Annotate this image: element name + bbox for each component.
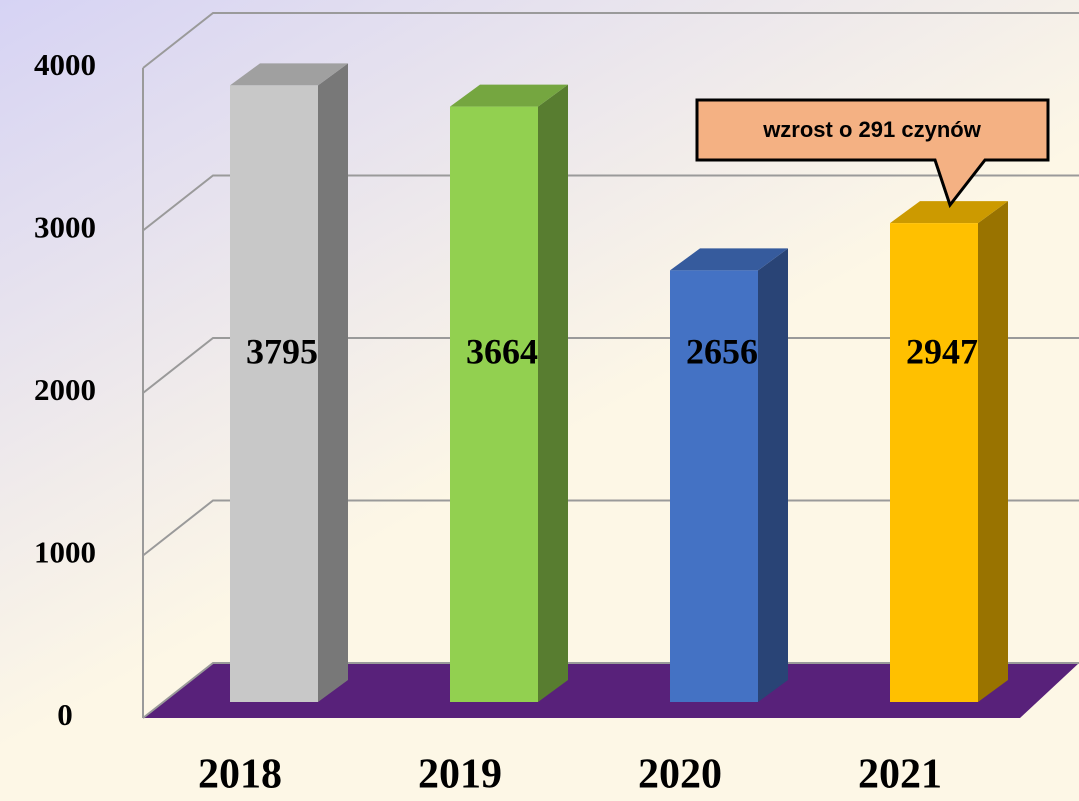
callout-box	[695, 98, 1050, 209]
y-tick-label: 0	[57, 697, 73, 732]
x-tick-label: 2021	[858, 752, 942, 798]
callout: wzrost o 291 czynów	[695, 98, 1050, 209]
grid-line	[142, 12, 1079, 69]
bar-side	[978, 201, 1008, 703]
x-tick-label: 2019	[418, 752, 502, 798]
value-label: 3664	[466, 331, 538, 371]
y-tick-label: 3000	[34, 210, 96, 245]
bar	[230, 85, 318, 702]
bar-top	[670, 248, 788, 271]
value-label: 2947	[906, 331, 978, 371]
floor	[143, 663, 1079, 718]
bar-side	[758, 248, 788, 702]
x-tick-label: 2018	[198, 752, 282, 798]
bar-side	[538, 84, 568, 703]
y-tick-label: 2000	[34, 372, 96, 407]
bar-top	[450, 84, 568, 107]
y-tick-label: 1000	[34, 535, 96, 570]
plot-area: 0 1000 2000 3000 4000 3795 2018 3664 2019 2656 202…	[34, 12, 1079, 798]
grid-line	[142, 499, 1079, 557]
grid-line	[142, 174, 1079, 232]
annotation: wzrost o 291 czynów	[762, 117, 982, 142]
grid-line	[142, 337, 1079, 394]
bar-side	[318, 63, 348, 702]
bar	[670, 270, 758, 702]
bar-top	[890, 201, 1008, 224]
x-tick-label: 2020	[638, 752, 722, 798]
value-label: 2656	[686, 331, 758, 371]
bar	[450, 106, 538, 703]
value-label: 3795	[246, 331, 318, 371]
y-tick-label: 4000	[34, 47, 96, 82]
grid-line	[142, 662, 1079, 719]
bar-top	[230, 63, 348, 86]
bar	[890, 223, 978, 703]
